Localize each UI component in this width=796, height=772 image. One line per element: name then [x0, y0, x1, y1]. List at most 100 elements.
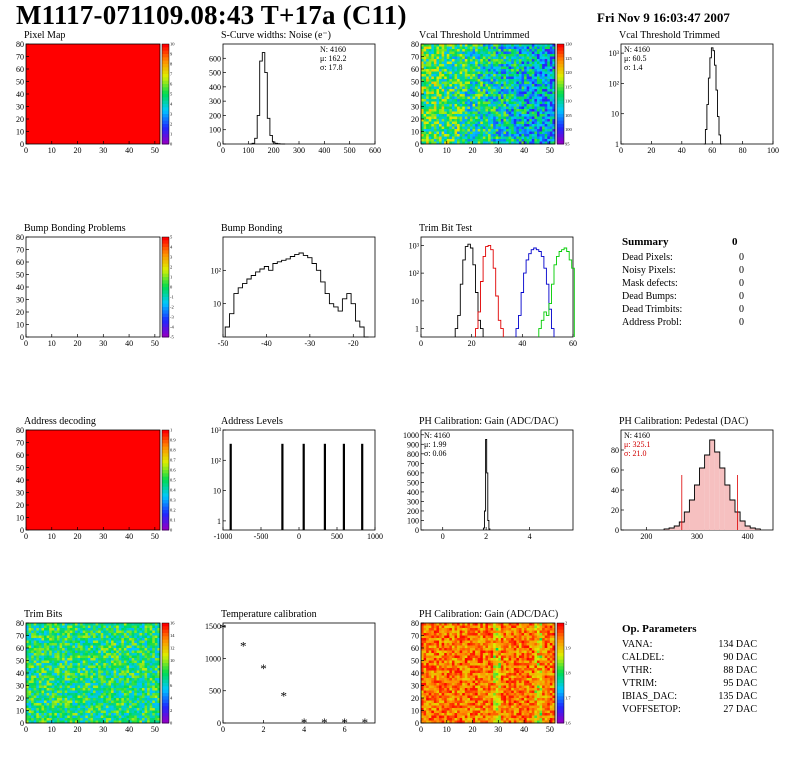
bump-bonding-chart: -50 -40 -30 -20 10 10²	[211, 236, 376, 348]
trim-bits-ztick: 2	[170, 708, 172, 713]
vcal-untrimmed-ztick: 100	[565, 127, 573, 132]
vcal-untrimmed-title: Vcal Threshold Untrimmed	[419, 30, 530, 41]
ph-gain-map-xtick: 20	[469, 725, 477, 734]
vcal-untrimmed-ytick: 40	[411, 90, 419, 99]
ph-pedestal-bar	[724, 485, 730, 530]
ph-gain-map-ztick: 1.9	[565, 646, 571, 651]
trim-bit-test-ytick: 10	[411, 297, 419, 306]
ph-gain-map-palette: 2 1.9 1.8 1.7 1.6	[556, 621, 571, 726]
bump-problems-ztick: 4	[170, 245, 173, 250]
ph-pedestal-bar	[719, 468, 725, 530]
address-levels-bar	[302, 443, 305, 530]
trim-bits-palette: 16 14 12 10 8 6 4 2 0	[161, 621, 175, 726]
trim-bits-ztick: 8	[170, 671, 173, 676]
address-levels-xtick: -1000	[214, 532, 233, 541]
pixel-map-ztick: 6	[170, 82, 173, 87]
trim-bits-cells	[26, 623, 161, 724]
bump-problems-ytick: 10	[16, 321, 24, 330]
ph-pedestal-xtick: 300	[691, 532, 703, 541]
trim-bits-title: Trim Bits	[24, 609, 63, 620]
temperature-point: *	[362, 715, 369, 730]
vcal-trimmed-xtick: 40	[678, 146, 686, 155]
ph-gain-map-ztick: 1.8	[565, 671, 571, 676]
bump-problems-xtick: 0	[24, 339, 28, 348]
op-param-row-value: 88 DAC	[723, 665, 757, 676]
temperature-panel: Temperature calibration 0 2 4 6 0 500 1000 1500 *…	[205, 609, 395, 744]
vcal-untrimmed-ztick: 110	[565, 99, 572, 104]
vcal-untrimmed-ztick: 115	[565, 84, 572, 89]
ph-pedestal-bar	[674, 526, 680, 530]
trim-bits-ztick: 16	[170, 621, 175, 626]
ph-gain-xtick: 2	[484, 532, 488, 541]
bump-problems-ytick: 60	[16, 258, 24, 267]
scurve-ytick: 300	[209, 97, 221, 106]
ph-gain-ytick: 700	[407, 459, 419, 468]
ph-gain-map-cells	[421, 623, 556, 724]
ph-pedestal-bar	[689, 500, 695, 530]
scurve-panel: S-Curve widths: Noise (e⁻) 0 100 200 300 400 5…	[205, 30, 395, 165]
bump-bonding-xtick: -30	[305, 339, 316, 348]
ph-gain-map-title: PH Calibration: Gain (ADC/DAC)	[419, 609, 559, 620]
pixel-map-ytick: 50	[16, 78, 24, 87]
ph-gain-map-ytick: 60	[411, 644, 419, 653]
pixel-map-ytick: 0	[20, 140, 24, 149]
temperature-title: Temperature calibration	[221, 609, 317, 620]
bump-problems-ztick: -5	[170, 335, 174, 340]
summary-row-value: 0	[739, 252, 744, 263]
vcal-untrimmed-xtick: 50	[546, 146, 554, 155]
address-levels-ytick: 1	[217, 517, 221, 526]
vcal-untrimmed-ytick: 60	[411, 65, 419, 74]
scurve-xtick: 400	[318, 146, 330, 155]
trim-bit-test-series-blue	[515, 247, 555, 337]
address-levels-xtick: -500	[254, 532, 269, 541]
vcal-untrimmed-cells	[421, 44, 556, 145]
summary-row-label: Dead Bumps:	[622, 291, 677, 302]
bump-bonding-ytick: 10	[213, 300, 221, 309]
bump-bonding-xtick: -50	[218, 339, 229, 348]
op-param-row-value: 135 DAC	[718, 691, 757, 702]
ph-pedestal-bar	[699, 468, 705, 530]
ph-pedestal-bar	[740, 521, 746, 530]
op-param-row-label: VTHR:	[622, 665, 652, 676]
bump-problems-ytick: 40	[16, 283, 24, 292]
trim-bits-ytick: 10	[16, 707, 24, 716]
op-param-row-value: 27 DAC	[723, 704, 757, 715]
vcal-untrimmed-ztick: 125	[565, 56, 573, 61]
scurve-xtick: 0	[221, 146, 225, 155]
ph-gain-map-ytick: 80	[411, 619, 419, 628]
ph-gain-panel: PH Calibration: Gain (ADC/DAC) 0 2 4 0 100 200…	[403, 416, 593, 551]
address-decoding-ytick: 50	[16, 464, 24, 473]
page-date: Fri Nov 9 16:03:47 2007	[597, 10, 730, 25]
ph-pedestal-ytick: 60	[611, 466, 619, 475]
ph-gain-map-ztick: 1.7	[565, 696, 571, 701]
pixel-map-ztick: 0	[170, 142, 173, 147]
ph-gain-ytick: 1000	[403, 431, 419, 440]
pixel-map-ztick: 2	[170, 122, 172, 127]
pixel-map-ytick: 20	[16, 115, 24, 124]
pixel-map-xtick: 50	[151, 146, 159, 155]
address-decoding-ztick: 0.7	[170, 458, 176, 463]
address-levels-ytick: 10²	[211, 456, 222, 465]
page-title: M1117-071109.08:43 T+17a (C11)	[16, 0, 407, 30]
scurve-xtick: 300	[293, 146, 305, 155]
ph-gain-ytick: 0	[415, 526, 419, 535]
ph-pedestal-title: PH Calibration: Pedestal (DAC)	[619, 416, 749, 427]
temperature-xtick: 4	[302, 725, 306, 734]
ph-gain-stat: σ: 0.06	[424, 449, 447, 458]
vcal-trimmed-stat: μ: 60.5	[624, 54, 647, 63]
bump-problems-ytick: 0	[20, 333, 24, 342]
vcal-untrimmed-xtick: 30	[494, 146, 502, 155]
temperature-ytick: 1000	[205, 654, 221, 663]
bump-problems-ztick: 1	[170, 275, 172, 280]
ph-pedestal-bar	[669, 528, 675, 530]
address-levels-bar	[323, 443, 326, 530]
ph-gain-map-ytick: 0	[415, 719, 419, 728]
ph-pedestal-ytick: 0	[615, 526, 619, 535]
summary-table: Summary 0 Dead Pixels: 0 Noisy Pixels: 0 Mas…	[622, 236, 752, 336]
address-levels-bar	[281, 443, 284, 530]
trim-bits-ytick: 70	[16, 632, 24, 641]
vcal-trimmed-ytick: 1	[615, 140, 619, 149]
scurve-xtick: 100	[242, 146, 254, 155]
